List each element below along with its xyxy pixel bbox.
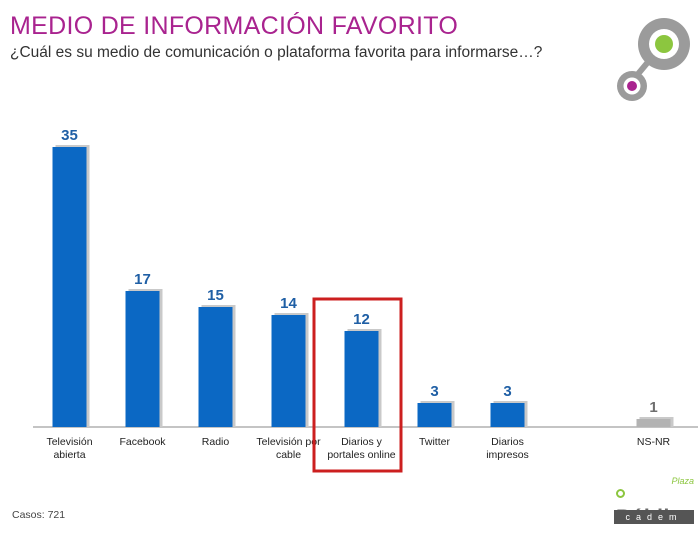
category-label: Diarios y (341, 436, 383, 448)
data-label: 3 (430, 383, 438, 400)
bar (271, 315, 306, 427)
data-label: 12 (353, 311, 370, 328)
category-label: Radio (202, 436, 230, 448)
data-label: 14 (280, 295, 297, 312)
chart-subtitle: ¿Cuál es su medio de comunicación o plat… (10, 44, 543, 61)
bar (125, 291, 160, 427)
bar (52, 147, 87, 427)
brand-cadem-text: cadem (614, 510, 694, 524)
bar (344, 331, 379, 427)
category-label: NS-NR (637, 436, 671, 448)
bar (417, 403, 452, 427)
brand-dot-icon (616, 489, 625, 498)
data-label: 3 (503, 383, 511, 400)
plaza-publica-logo-icon (617, 18, 690, 101)
cases-note: Casos: 721 (12, 509, 66, 521)
chart-title: MEDIO DE INFORMACIÓN FAVORITO (10, 12, 459, 40)
brand-plaza-text: Plaza (671, 476, 694, 486)
category-label: impresos (486, 449, 529, 461)
category-label: Twitter (419, 436, 450, 448)
brand-logo: Plaza Pública cadem (608, 476, 696, 529)
category-label: abierta (53, 449, 85, 461)
data-label: 1 (649, 399, 657, 416)
data-label: 15 (207, 287, 224, 304)
category-label: Televisión por (256, 436, 321, 448)
category-label: cable (276, 449, 301, 461)
bar (490, 403, 525, 427)
category-label: Facebook (119, 436, 166, 448)
data-label: 35 (61, 127, 78, 144)
bar (198, 307, 233, 427)
category-label: portales online (327, 449, 395, 461)
highlight-box (312, 297, 403, 473)
data-label: 17 (134, 271, 151, 288)
category-label: Diarios (491, 436, 524, 448)
category-label: Televisión (46, 436, 92, 448)
bar (636, 419, 671, 427)
